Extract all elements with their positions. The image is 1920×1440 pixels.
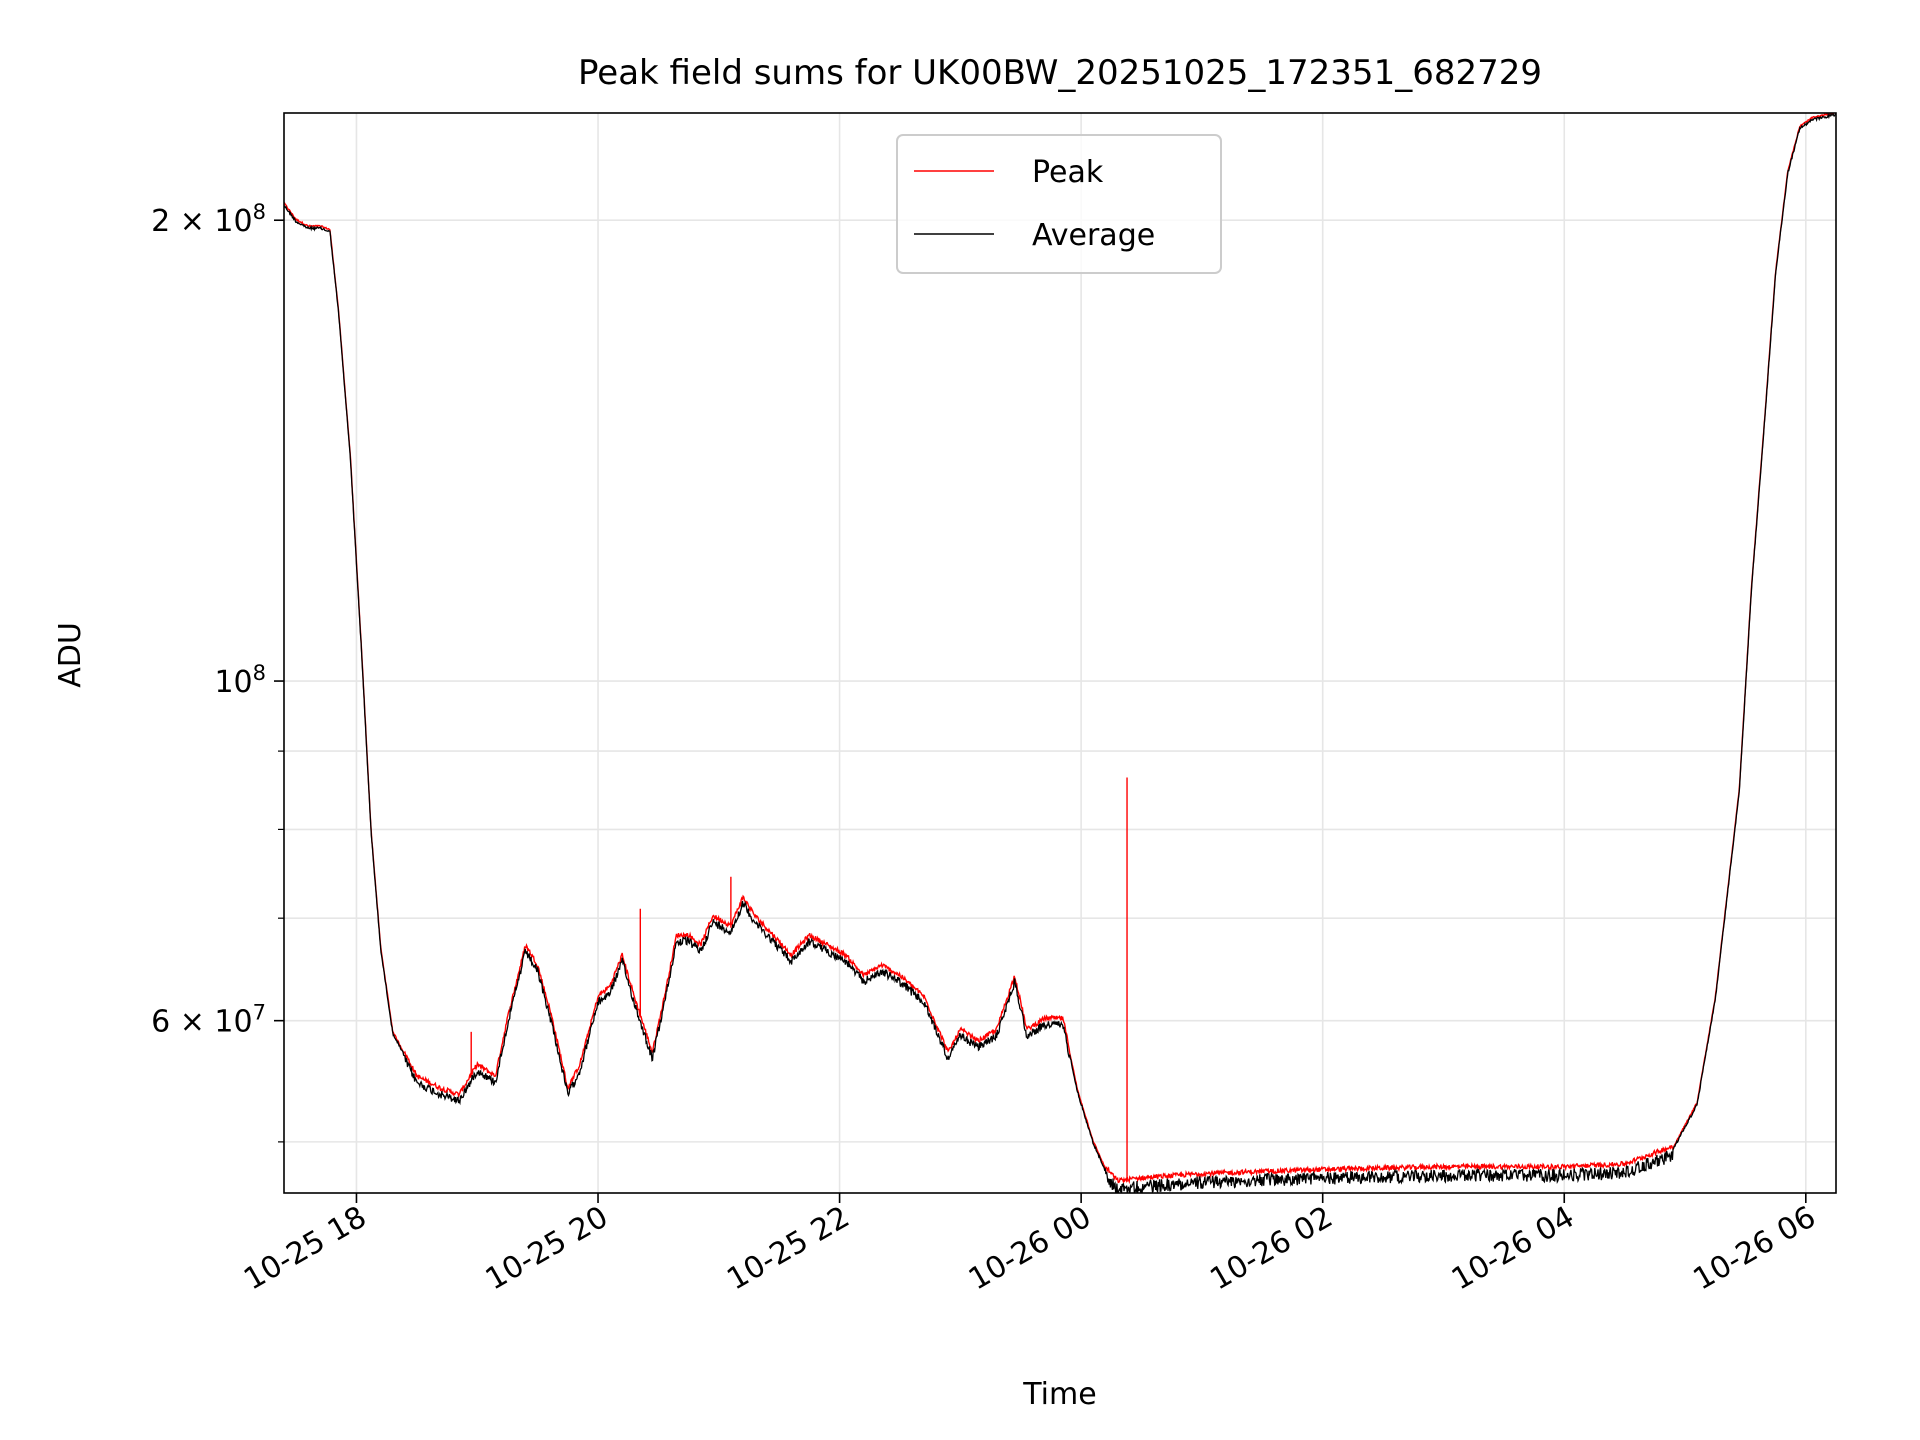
x-axis-label: Time	[1022, 1377, 1096, 1412]
legend-peak-label: Peak	[1032, 155, 1104, 190]
y-tick-label: 6 × 107	[151, 1001, 266, 1040]
average-series-line	[284, 113, 1836, 1193]
chart-title: Peak field sums for UK00BW_20251025_1723…	[578, 53, 1542, 93]
y-tick-label: 2 × 108	[151, 200, 266, 239]
plot-area-frame	[283, 112, 1837, 1194]
peak-series-line	[284, 113, 1836, 1185]
legend-box	[896, 134, 1222, 274]
series-layer	[284, 113, 1836, 1193]
legend: Peak Average	[896, 134, 1222, 274]
y-tick-label: 108	[214, 661, 266, 700]
y-axis-label: ADU	[53, 622, 88, 688]
legend-average-label: Average	[1032, 218, 1155, 253]
